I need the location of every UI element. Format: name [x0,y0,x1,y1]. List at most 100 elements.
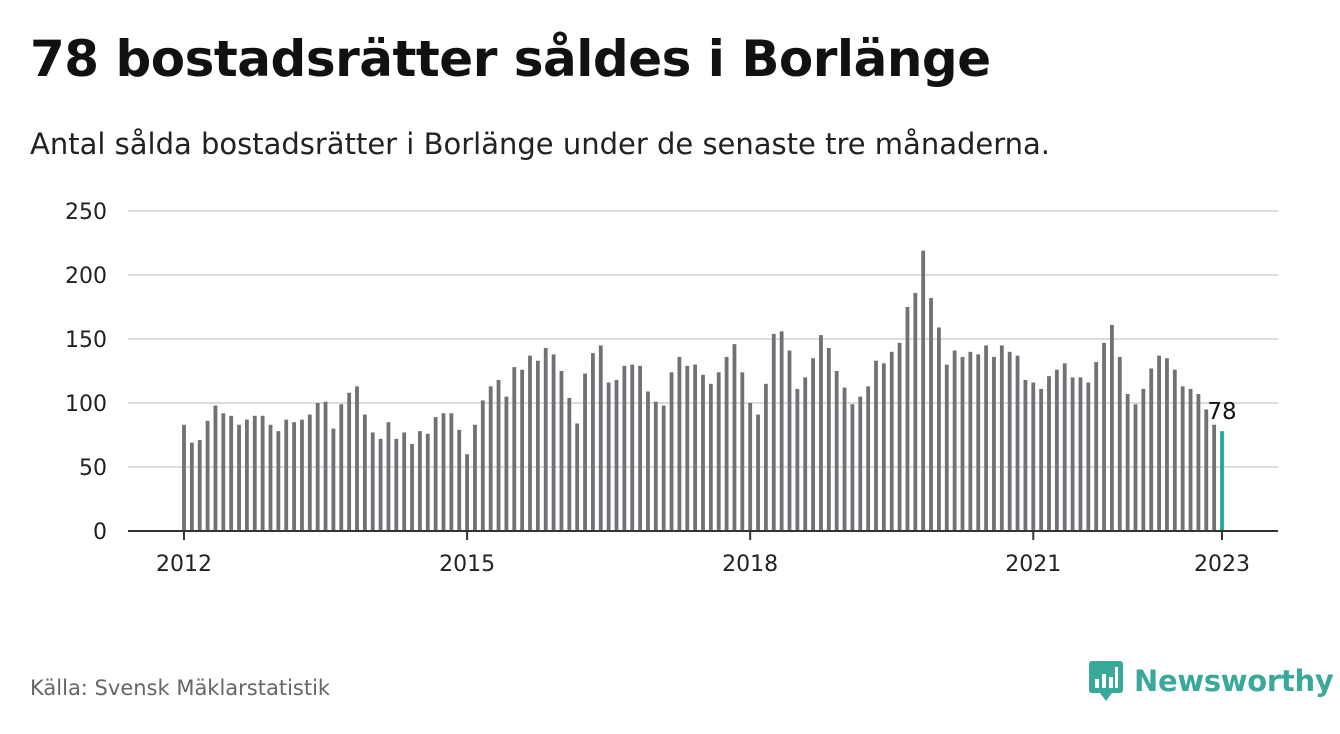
bar [205,420,210,531]
bar [1054,369,1059,531]
bar [874,360,878,531]
bar [182,424,186,531]
bar [1015,355,1020,531]
x-axis-ticks: 2012 2015 2018 2021 2023 [156,531,1250,577]
bar [826,347,831,531]
bar [528,355,532,531]
bar [937,327,941,531]
bar [284,419,289,531]
bar [850,404,855,531]
x-tick-label: 2018 [722,552,778,577]
x-tick-label: 2015 [439,552,495,577]
x-tick-label: 2012 [156,552,212,577]
bar [1023,379,1028,531]
bar [952,350,957,531]
bar [260,415,265,531]
bar [858,396,863,531]
bar [897,342,902,531]
bar [677,356,682,531]
bar [669,372,674,531]
bar [457,429,462,531]
bar [1102,342,1106,531]
bar [708,383,713,531]
bar [543,347,548,531]
bar [1078,377,1083,531]
bar [488,386,493,531]
bar [473,424,477,531]
bar [252,415,257,531]
bar [394,438,399,531]
bar [575,423,580,531]
bar [197,440,202,531]
bar [229,415,234,531]
last-value-label: 78 [1207,399,1236,425]
bar [811,358,815,531]
bar [1180,386,1185,531]
bar [968,351,973,531]
bar [1204,409,1209,531]
y-axis-ticks: 0 50 100 150 200 250 [65,200,107,545]
bar [992,356,996,531]
bar [606,382,611,531]
bar [771,333,776,531]
bar [449,413,454,531]
bar [583,373,587,531]
bar [425,433,430,531]
bar [213,405,218,531]
bar [355,386,359,531]
y-tick-label: 0 [93,520,107,545]
bar [189,442,194,531]
bar [866,386,871,531]
bar [551,354,556,531]
source-text: Källa: Svensk Mäklarstatistik [30,676,331,700]
bar [1212,424,1217,531]
bar [268,424,273,531]
bar [756,414,760,531]
bar [402,432,407,531]
bar [1039,388,1044,531]
bar [1031,382,1036,531]
bar [748,403,753,531]
bar [331,428,336,531]
bar-highlight [1220,431,1224,531]
bar [323,401,328,531]
bar [787,350,792,531]
bar [465,454,469,531]
bar [1125,394,1130,531]
bar [1196,394,1201,531]
bar [378,438,383,531]
bar [300,419,304,531]
bar [418,431,422,531]
x-tick-label: 2023 [1194,552,1250,577]
bar [685,365,690,531]
bar [1165,358,1169,531]
bar [803,377,808,531]
bar [1047,376,1051,531]
bar [237,424,241,531]
bar [315,403,320,531]
bar [362,414,367,531]
bar [496,379,501,531]
bar [701,374,705,531]
bar [693,364,698,531]
bar [984,345,988,531]
bar [1086,382,1091,531]
bar [834,371,839,531]
bar [960,356,965,531]
bar [307,414,312,531]
bar [535,360,540,531]
brand[interactable]: Newsworthy [1088,660,1334,702]
y-tick-label: 150 [65,328,107,353]
bar [1062,363,1067,531]
bar [292,422,296,531]
bar [276,431,281,531]
bars [182,250,1224,531]
x-tick-label: 2021 [1005,552,1061,577]
bar [740,372,745,531]
bar [1141,388,1146,531]
bar [795,388,800,531]
bar [480,400,485,531]
bar [1117,356,1122,531]
y-tick-label: 250 [65,200,107,225]
bar [1110,324,1114,531]
